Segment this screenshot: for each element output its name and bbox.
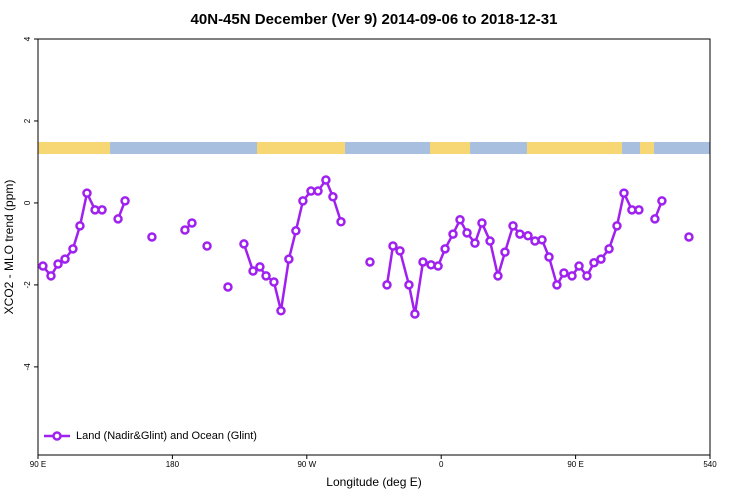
data-point bbox=[634, 205, 644, 215]
data-point bbox=[388, 241, 398, 251]
data-point bbox=[97, 205, 107, 215]
plot-frame bbox=[37, 38, 711, 456]
x-tick-label: 540 bbox=[703, 460, 717, 469]
y-tick-label: 4 bbox=[23, 36, 32, 41]
land-ocean-strip bbox=[38, 142, 710, 154]
legend-item: Land (Nadir&Glint) and Ocean (Glint) bbox=[44, 430, 257, 442]
y-axis-label: XCO2 - MLO trend (ppm) bbox=[2, 180, 16, 315]
data-point bbox=[596, 254, 606, 264]
data-point bbox=[38, 261, 48, 271]
data-point bbox=[493, 271, 503, 281]
series-line bbox=[385, 189, 639, 315]
data-point bbox=[544, 252, 554, 262]
data-point bbox=[433, 261, 443, 271]
data-point bbox=[477, 218, 487, 228]
data-point bbox=[53, 259, 63, 269]
data-point bbox=[180, 225, 190, 235]
x-tick-label: 90 E bbox=[567, 460, 583, 469]
y-tick-label: 2 bbox=[23, 118, 32, 123]
data-point bbox=[291, 226, 301, 236]
data-point bbox=[537, 235, 547, 245]
data-point bbox=[82, 188, 92, 198]
data-point bbox=[223, 282, 233, 292]
data-point bbox=[202, 241, 212, 251]
data-point bbox=[500, 247, 510, 257]
data-point bbox=[523, 230, 533, 241]
data-point bbox=[261, 271, 271, 281]
data-point bbox=[269, 277, 279, 287]
data-point bbox=[321, 175, 331, 185]
data-point bbox=[448, 229, 458, 239]
data-point bbox=[120, 196, 130, 206]
x-tick-label: 180 bbox=[166, 460, 180, 469]
data-point bbox=[187, 218, 197, 228]
data-point bbox=[276, 305, 286, 316]
y-tick-label: 0 bbox=[23, 200, 32, 205]
data-point bbox=[328, 192, 338, 202]
data-point bbox=[68, 244, 78, 254]
series-line bbox=[242, 177, 343, 312]
data-point bbox=[485, 236, 495, 246]
series-line bbox=[41, 189, 103, 279]
data-point bbox=[46, 271, 56, 281]
chart-title: 40N-45N December (Ver 9) 2014-09-06 to 2… bbox=[191, 11, 558, 28]
data-point bbox=[404, 280, 414, 290]
data-point bbox=[552, 280, 562, 290]
data-point bbox=[395, 246, 405, 256]
data-point bbox=[239, 239, 249, 249]
data-point bbox=[418, 257, 428, 267]
data-point bbox=[382, 280, 392, 290]
data-point bbox=[255, 262, 265, 272]
data-point bbox=[515, 229, 525, 239]
data-point bbox=[604, 244, 614, 254]
data-point bbox=[410, 309, 420, 319]
data-point bbox=[462, 228, 472, 238]
data-point bbox=[248, 266, 258, 276]
y-tick-label: -4 bbox=[23, 363, 32, 371]
data-point bbox=[365, 257, 375, 267]
data-point bbox=[650, 214, 660, 224]
data-point bbox=[455, 214, 465, 225]
data-point bbox=[470, 238, 480, 248]
data-point bbox=[612, 221, 622, 231]
data-point bbox=[75, 221, 85, 231]
data-point bbox=[508, 221, 518, 231]
data-point bbox=[619, 188, 629, 198]
data-point bbox=[684, 232, 694, 242]
data-point bbox=[440, 244, 450, 254]
legend-label: Land (Nadir&Glint) and Ocean (Glint) bbox=[76, 430, 257, 442]
data-point bbox=[113, 214, 123, 224]
data-point bbox=[582, 271, 592, 281]
data-point bbox=[336, 217, 346, 227]
data-point bbox=[147, 232, 157, 242]
data-point bbox=[657, 196, 667, 206]
data-point bbox=[313, 186, 323, 196]
data-point bbox=[60, 254, 70, 264]
x-tick-label: 0 bbox=[439, 460, 444, 469]
data-point bbox=[298, 196, 308, 206]
x-tick-label: 90 W bbox=[297, 460, 316, 469]
data-point bbox=[559, 268, 569, 278]
data-point bbox=[574, 261, 584, 271]
data-point bbox=[284, 254, 294, 264]
legend-marker bbox=[52, 431, 62, 441]
data-point bbox=[567, 271, 577, 281]
x-axis-label: Longitude (deg E) bbox=[326, 475, 421, 489]
data-point bbox=[589, 258, 599, 268]
x-tick-label: 90 E bbox=[30, 460, 46, 469]
y-tick-label: -2 bbox=[23, 281, 32, 289]
